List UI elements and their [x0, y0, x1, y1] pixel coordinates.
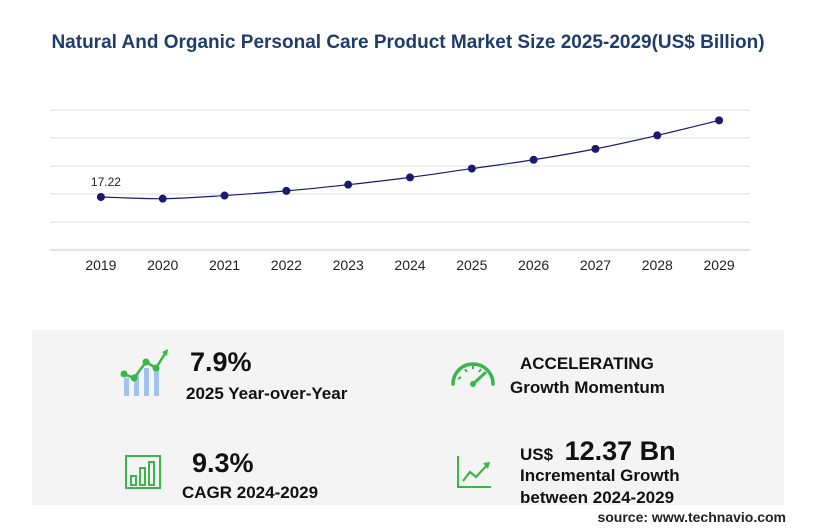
- speedometer-icon: [451, 362, 495, 387]
- x-tick-label: 2022: [271, 257, 302, 273]
- data-point: [220, 191, 229, 200]
- momentum-label: Growth Momentum: [510, 378, 665, 397]
- data-point: [715, 116, 724, 125]
- x-tick-label: 2026: [518, 257, 549, 273]
- data-labels: 17.22: [91, 175, 121, 189]
- x-tick-label: 2024: [394, 257, 425, 273]
- data-point: [406, 173, 414, 182]
- kpi-panel: [32, 330, 784, 505]
- currency-label: US$: [520, 445, 554, 464]
- momentum-value: ACCELERATING: [520, 354, 654, 373]
- x-tick-label: 2028: [642, 257, 673, 273]
- source-credit: source: www.technavio.com: [597, 509, 786, 525]
- chart-title: Natural And Organic Personal Care Produc…: [51, 32, 765, 53]
- data-point: [653, 131, 662, 140]
- cagr-value: 9.3%: [192, 448, 254, 478]
- trend-line-icon: [457, 456, 491, 488]
- data-point: [467, 164, 476, 173]
- data-point: [591, 144, 600, 153]
- data-point: [158, 194, 167, 203]
- data-point: [282, 186, 291, 195]
- bar-line-growth-icon: [120, 349, 168, 396]
- data-point: [344, 180, 353, 189]
- incremental-label-line2: between 2024-2029: [520, 488, 675, 507]
- yoy-value: 7.9%: [190, 347, 252, 377]
- data-label: 17.22: [91, 175, 121, 189]
- gridlines: [50, 109, 750, 251]
- yoy-label: 2025 Year-over-Year: [186, 384, 348, 403]
- line-chart: 2019 2020 2021 2022 2023 2024 2025 2026 2027 2028…: [50, 109, 750, 273]
- x-tick-label: 2029: [704, 257, 735, 273]
- incremental-value-row: US$ 12.37 Bn: [520, 436, 676, 467]
- cagr-label: CAGR 2024-2029: [182, 483, 319, 502]
- x-tick-label: 2021: [209, 257, 240, 273]
- incremental-value: 12.37 Bn: [564, 436, 676, 466]
- x-tick-label: 2023: [333, 257, 364, 273]
- series-markers: [96, 116, 724, 203]
- series-line: [100, 119, 720, 200]
- x-tick-label: 2020: [147, 257, 178, 273]
- x-tick-label: 2027: [580, 257, 611, 273]
- data-point: [96, 193, 105, 202]
- data-point: [529, 155, 538, 164]
- bar-chart-icon: [125, 455, 161, 489]
- incremental-label-line1: Incremental Growth: [520, 466, 680, 485]
- x-tick-label: 2019: [85, 257, 116, 273]
- x-axis-ticks: 2019 2020 2021 2022 2023 2024 2025 2026 2027 2028…: [85, 257, 735, 273]
- x-tick-label: 2025: [456, 257, 487, 273]
